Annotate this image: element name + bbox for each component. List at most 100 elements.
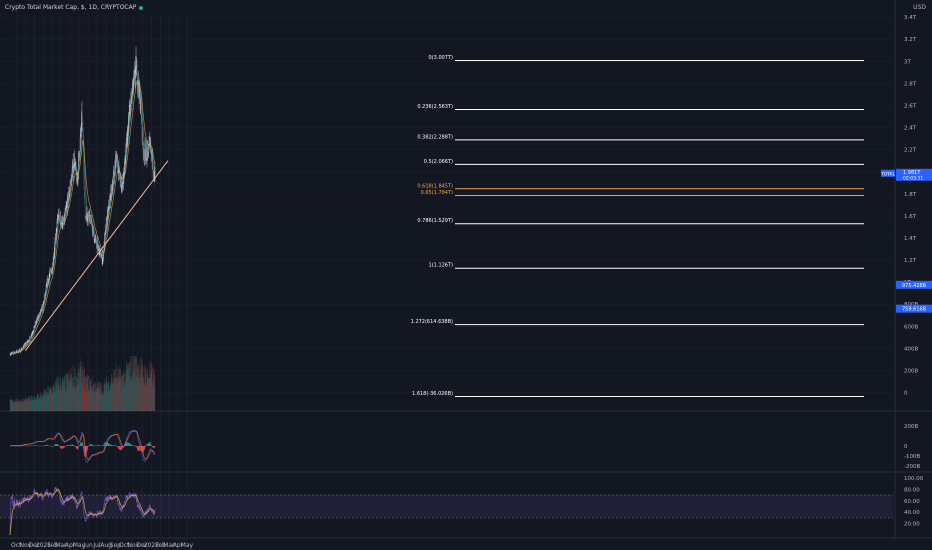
grid xyxy=(0,0,932,538)
macd-hist-bar xyxy=(67,445,69,446)
macd-hist-bar xyxy=(129,444,131,446)
macd-hist-bar xyxy=(134,446,136,447)
macd-hist-bar xyxy=(77,446,78,450)
macd-hist-bar xyxy=(34,445,36,446)
macd-hist-bar xyxy=(44,445,46,446)
macd-hist-bar xyxy=(112,445,114,446)
rsi-tick-label: 100.00 xyxy=(904,476,924,482)
macd-hist-bar xyxy=(53,445,55,446)
macd-hist-bar xyxy=(36,445,38,446)
macd-hist-bar xyxy=(68,445,69,446)
volume-bars xyxy=(9,356,156,411)
macd-hist-bar xyxy=(152,446,154,448)
macd-hist-bar xyxy=(138,446,139,451)
macd-hist-bar xyxy=(93,445,94,446)
macd-hist-bar xyxy=(148,443,149,446)
macd-hist-bar xyxy=(152,446,153,447)
macd-hist-bar xyxy=(92,444,94,446)
symbol-badge xyxy=(881,169,895,177)
macd-hist-bar xyxy=(137,446,138,451)
macd-hist-bar xyxy=(147,443,149,446)
macd-hist-bar xyxy=(62,446,63,449)
macd-hist-bar xyxy=(110,444,111,446)
macd-hist-bar xyxy=(80,442,81,446)
macd-hist-bar xyxy=(139,446,141,451)
macd-hist-bar xyxy=(107,442,108,446)
macd-hist-bar xyxy=(34,445,35,446)
macd-hist-bar xyxy=(145,445,147,446)
macd-hist-bar xyxy=(69,445,71,446)
macd-signal-line xyxy=(10,430,155,461)
macd-hist-bar xyxy=(78,446,79,447)
macd-hist-bar xyxy=(108,443,109,446)
macd-hist-bar xyxy=(58,444,59,446)
macd-hist-bar xyxy=(95,445,97,446)
macd-hist-bar xyxy=(83,446,85,454)
macd-hist-bar xyxy=(127,442,128,446)
macd-hist-bar xyxy=(133,445,135,446)
macd-hist-bar xyxy=(154,446,155,448)
moving-averages xyxy=(9,70,156,356)
macd-hist-bar xyxy=(110,444,112,446)
fib-label: 0.65(1.784T) xyxy=(421,190,453,196)
macd-hist-bar xyxy=(133,445,134,446)
fib-label: 0.382(2.288T) xyxy=(417,134,453,140)
macd-hist-bar xyxy=(68,445,70,446)
macd-hist-bar xyxy=(47,445,48,446)
macd-hist-bar xyxy=(97,445,98,446)
macd-hist-bar xyxy=(103,444,104,446)
macd-hist-bar xyxy=(64,446,65,448)
macd-hist-bar xyxy=(91,444,92,446)
price-axis[interactable]: 3.4T3.2T3T2.8T2.6T2.4T2.2T2T1.8T1.6T1.4T… xyxy=(904,15,918,396)
price-tick-label: 2.6T xyxy=(904,103,917,109)
macd-hist-bar xyxy=(106,442,108,446)
macd-hist-bar xyxy=(57,444,58,446)
macd-hist-bar xyxy=(69,445,70,446)
countdown-value: 02:03:31 xyxy=(903,175,923,181)
macd-hist-bar xyxy=(120,446,121,450)
macd-hist-bar xyxy=(150,444,152,446)
macd-hist-bar xyxy=(114,445,115,446)
macd-hist-bar xyxy=(81,441,83,446)
macd-hist-bar xyxy=(122,446,123,448)
macd-hist-bar xyxy=(46,444,48,446)
macd-pane[interactable]: 200B 0 -100B -200B xyxy=(9,424,921,470)
macd-hist-bar xyxy=(150,442,151,446)
macd-hist-bar xyxy=(64,446,65,448)
macd-hist-bar xyxy=(57,444,59,446)
macd-hist-bar xyxy=(126,442,128,446)
macd-hist-bar xyxy=(137,446,139,452)
macd-hist-bar xyxy=(130,444,132,446)
macd-hist-bar xyxy=(74,445,75,446)
macd-hist-bar xyxy=(76,446,78,450)
macd-hist-bar xyxy=(61,446,63,449)
macd-hist-bar xyxy=(72,444,73,446)
rsi-pane[interactable]: 100.00 80.00 60.00 40.00 20.00 xyxy=(0,476,924,536)
macd-hist-bar xyxy=(120,446,122,450)
price-tick-label: 200B xyxy=(904,368,918,374)
macd-hist-bar xyxy=(131,444,132,446)
macd-hist-bar xyxy=(47,445,48,446)
macd-hist-bar xyxy=(153,446,154,448)
macd-hist-bar xyxy=(81,441,82,446)
macd-hist-bar xyxy=(103,444,105,446)
macd-hist-bar xyxy=(61,446,63,449)
macd-hist-bar xyxy=(150,443,152,446)
macd-hist-bar xyxy=(115,445,117,446)
price-tick-label: 1.6T xyxy=(904,214,917,220)
fib-levels[interactable]: 0(3.007T) 0.236(2.563T) 0.382(2.288T) 0.5(2… xyxy=(411,55,864,397)
macd-hist-bar xyxy=(67,444,68,446)
macd-hist-bar xyxy=(75,446,77,448)
time-tick-label: 2022 xyxy=(144,542,159,549)
macd-hist-bar xyxy=(92,445,93,446)
macd-hist-bar xyxy=(85,446,86,458)
macd-hist-bar xyxy=(113,444,114,446)
macd-hist-bar xyxy=(144,446,145,450)
macd-hist-bar xyxy=(76,446,77,449)
macd-hist-bar xyxy=(68,445,69,446)
time-tick-label: Feb xyxy=(155,542,166,549)
macd-hist-bar xyxy=(63,446,65,448)
trendline[interactable] xyxy=(24,160,169,351)
